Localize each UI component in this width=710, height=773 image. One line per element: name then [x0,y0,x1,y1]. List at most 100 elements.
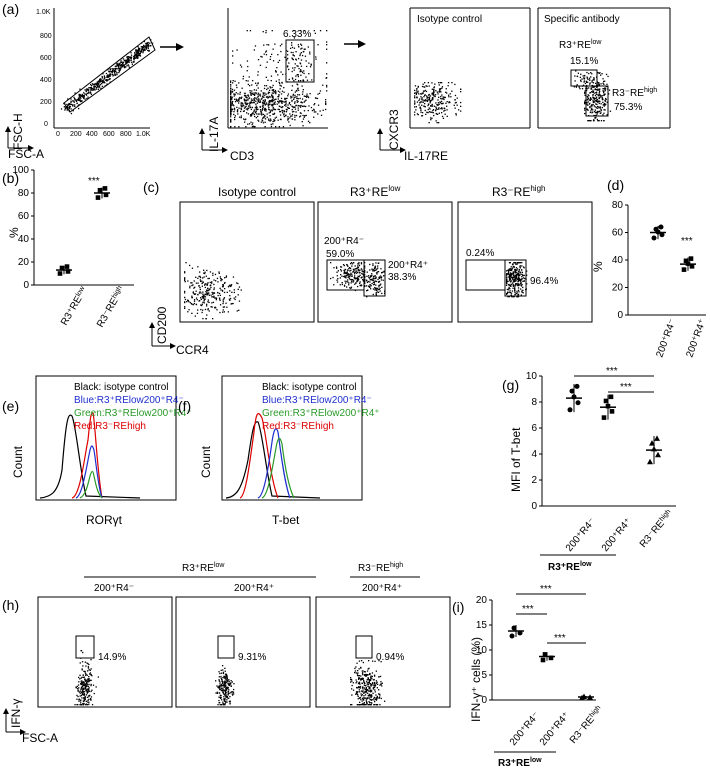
a3-title: Isotype control [417,14,482,25]
h2-gate [217,635,235,659]
h-col2: 200⁺R4⁺ [234,583,274,594]
a2-dots-gate [287,43,312,82]
d-point [659,232,665,238]
g-point [605,403,611,409]
a1-xtick: 600 [103,131,115,138]
b-ylabel: % [7,227,21,238]
d-point [685,261,691,266]
i-group: R3⁺RE [498,758,530,769]
b-ytick-label: 80 [18,188,30,199]
g-ytick-label: 2 [531,475,537,486]
panel-label-g: (g) [502,377,519,393]
h1-flow-plot: 14.9% FSC-A IFN-γ [3,596,173,745]
g-point-group [646,435,662,465]
c2-dots-neg [330,262,366,292]
h1-gate-value: 14.9% [98,652,126,663]
g-point [651,445,657,452]
h1-gate [75,635,95,659]
b-point [102,186,108,191]
h-xlabel: FSC-A [22,731,58,745]
g-point [649,440,655,446]
g-point [567,407,573,413]
b-cat2: R3⁻RE [95,296,121,329]
d-ytick-label: 20 [612,283,624,294]
f-legend-black: Black: isotype control [262,382,357,393]
a2-ylabel: IL-17A [207,117,221,152]
c2-dots-pos [366,262,386,298]
c2-title: R3⁺RE [350,185,388,199]
a4-gate-high [585,85,609,117]
g-ytick-label: 8 [531,397,537,408]
e-curve-red [71,412,103,499]
i-ytick-label: 15 [476,620,488,631]
svg-text:R3⁻REhigh: R3⁻REhigh [568,704,606,746]
a2-gate [285,39,315,83]
c3-dots [506,262,528,298]
h-header-group: R3⁺RE [182,563,214,574]
g-point [647,458,653,465]
c3-flow-plot: R3⁻REhigh 0.24% 96.4% [457,184,593,323]
panel-label-d: (d) [607,177,624,193]
h2-gate-value: 9.31% [238,652,266,663]
g-point [571,394,577,400]
d-ylabel: % [591,261,605,272]
e-legend-green: Green:R3⁺RElow200⁺R4⁺ [74,408,192,419]
a3-ylabel: CXCR3 [387,109,401,150]
g-cat2: 200⁺R4⁺ [600,516,634,554]
a1-dots [60,39,154,115]
e-histogram: Black: isotype control Blue:R3⁺RElow200⁺… [11,375,192,527]
panel-label-b: (b) [2,170,19,186]
svg-text:R3⁻REhigh: R3⁻REhigh [358,562,403,574]
a2-dots-scatter [232,30,328,125]
g-group: R3⁺RE [548,562,580,573]
i-ytick-label: 5 [481,670,487,681]
g-ytick-label: 0 [531,501,537,512]
f-legend-blue: Blue:R3⁺RElow200⁺R4⁻ [262,395,372,406]
b-point [95,195,101,200]
i-group-sup: low [530,757,542,764]
c1-flow-plot: Isotype control CCR4 CD200 [149,185,315,357]
i-point [548,655,554,661]
b-cat1-sup: low [75,284,87,297]
b-point [59,265,65,271]
b-point [97,187,103,193]
a2-flow-plot: 6.33% CD3 IL-17A [199,8,328,163]
svg-text:R3⁻REhigh: R3⁻REhigh [95,285,127,330]
g-point-group [566,383,582,413]
panel-label-h: (h) [2,597,19,613]
svg-text:R3⁺RElow: R3⁺RElow [498,757,542,769]
f-ylabel: Count [199,445,213,478]
a1-ylabel: FSC-H [11,113,25,150]
f-legend-red: Red:R3⁻REhigh [262,421,334,432]
c3-g2-value: 96.4% [530,276,558,287]
a4-gate1-value: 15.1% [570,56,598,67]
g-point-group [600,394,616,420]
g-ytick-label: 4 [531,449,537,460]
c1-title: Isotype control [218,185,296,199]
b-point [57,271,63,276]
a3-dots [414,82,462,124]
i-point [540,657,546,663]
f-legend-green: Green:R3⁺RElow200⁺R4⁺ [262,408,380,419]
f-histogram: Black: isotype control Blue:R3⁺RElow200⁺… [199,375,380,527]
c1-dots [184,262,242,320]
i-dotplot: 0 5 10 15 20 IFN-γ⁺ cells (%) *** *** *** 20… [469,584,606,769]
g-point [654,435,660,441]
b-point-group [56,264,72,276]
b-ytick-label: 0 [23,280,29,291]
g-cat3-sup: high [658,508,672,523]
b-ytick-label: 40 [18,234,30,245]
i-sig-2: *** [522,604,534,615]
b-cat2-sup: high [111,285,124,300]
a4-gate2-sup: high [644,87,657,94]
b-significance: *** [88,176,100,187]
c2-gate-r4pos [363,259,386,297]
i-sig-1: *** [540,584,552,595]
svg-text:R3⁺RElow: R3⁺RElow [350,184,401,199]
e-curve-green [79,470,103,499]
h1-dots [74,650,99,706]
a1-xtick: 0 [56,131,60,138]
d-dotplot: 0 20 40 60 80 % *** 200⁺R4⁻ 200⁺R4⁺ [591,200,709,359]
a1-xtick: 200 [70,131,82,138]
